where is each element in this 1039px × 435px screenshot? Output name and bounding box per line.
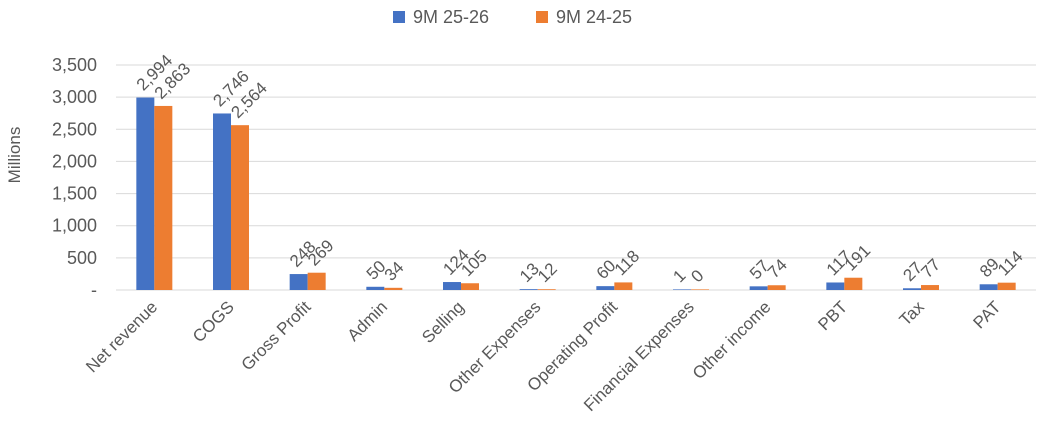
bar-series2 xyxy=(307,272,326,290)
x-category-label: PAT xyxy=(969,297,1004,332)
x-category-label: COGS xyxy=(189,297,238,346)
x-category-label: Tax xyxy=(896,297,928,329)
bar-series1 xyxy=(136,97,155,291)
y-axis: - 500 1,000 1,500 2,000 2,500 3,000 3,500 xyxy=(52,55,97,300)
gridlines xyxy=(116,64,1036,291)
x-category-label: Selling xyxy=(418,297,468,347)
bar-series1 xyxy=(596,286,615,290)
data-label: 0 xyxy=(687,266,707,286)
data-label: 118 xyxy=(611,247,644,280)
bar-series1 xyxy=(213,113,231,290)
bar-series1 xyxy=(979,284,998,290)
bar-series2 xyxy=(691,289,709,290)
y-tick-label: - xyxy=(91,280,97,300)
y-tick-label: 1,500 xyxy=(52,184,97,204)
x-category-label: Net revenue xyxy=(82,297,161,376)
x-category-label: Other income xyxy=(689,297,775,383)
legend-label-2: 9M 24-25 xyxy=(556,7,632,27)
bar-series1 xyxy=(366,286,385,290)
legend: 9M 25-26 9M 24-25 xyxy=(393,7,632,27)
legend-swatch-1 xyxy=(393,11,405,23)
bar-series1 xyxy=(519,289,538,290)
data-label: 1 xyxy=(669,266,689,286)
legend-label-1: 9M 25-26 xyxy=(413,7,489,27)
bar-series2 xyxy=(767,285,786,290)
bar-series2 xyxy=(537,289,556,290)
y-tick-label: 1,000 xyxy=(52,216,97,236)
x-category-label: PBT xyxy=(814,297,851,334)
x-category-label: Admin xyxy=(344,297,392,345)
data-label: 114 xyxy=(994,247,1027,280)
y-tick-label: 500 xyxy=(67,248,97,268)
bar-series2 xyxy=(461,283,479,290)
bar-series2 xyxy=(614,282,633,290)
x-axis: Net revenue COGS Gross Profit Admin Selling O… xyxy=(82,297,1004,415)
x-category-label: Gross Profit xyxy=(238,297,315,374)
data-label: 77 xyxy=(917,255,944,282)
bar-series2 xyxy=(997,282,1016,290)
bar-series2 xyxy=(844,277,863,290)
bar-series2 xyxy=(921,285,939,290)
y-axis-title: Millions xyxy=(5,127,24,184)
bar-series2 xyxy=(154,105,173,290)
bar-series1 xyxy=(443,282,461,290)
y-tick-label: 3,000 xyxy=(52,87,97,107)
bar-series2 xyxy=(231,125,249,291)
legend-swatch-2 xyxy=(536,11,548,23)
y-tick-label: 2,000 xyxy=(52,151,97,171)
bar-series1 xyxy=(673,289,691,290)
data-label: 74 xyxy=(764,255,791,282)
y-tick-label: 3,500 xyxy=(52,55,97,75)
bars xyxy=(136,97,1016,291)
y-tick-label: 2,500 xyxy=(52,119,97,139)
bar-series2 xyxy=(384,287,403,290)
data-label: 12 xyxy=(534,259,561,286)
bar-series1 xyxy=(749,286,768,290)
bar-series1 xyxy=(903,288,921,290)
bar-series1 xyxy=(289,274,308,290)
data-label: 34 xyxy=(381,258,408,285)
bar-series1 xyxy=(826,282,845,290)
